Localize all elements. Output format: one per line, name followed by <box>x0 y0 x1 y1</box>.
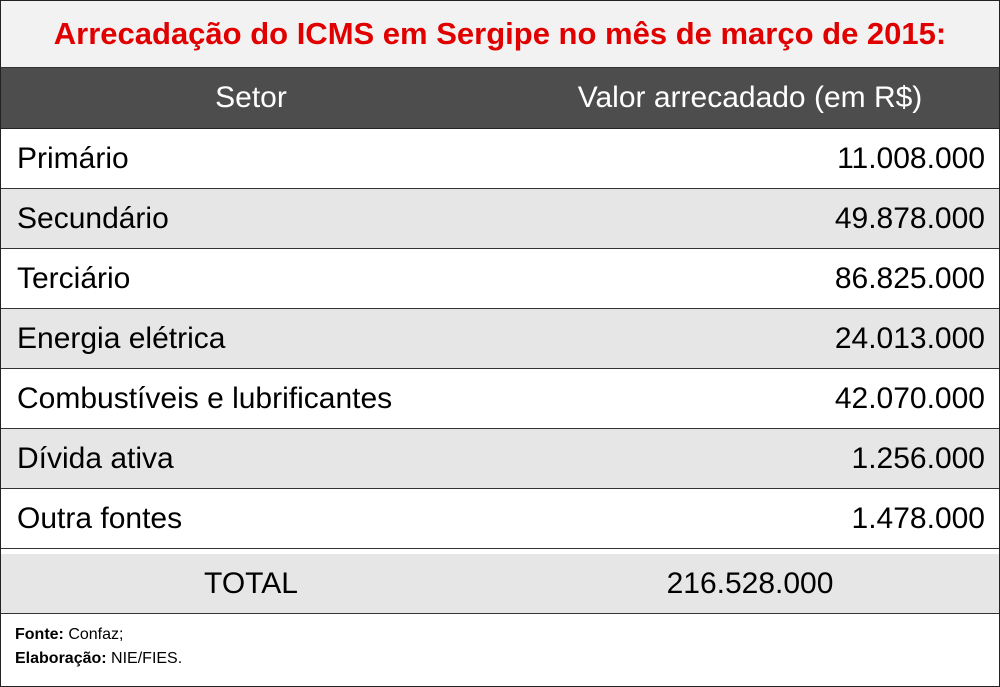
total-row: TOTAL 216.528.000 <box>1 554 999 614</box>
header-valor: Valor arrecadado (em R$) <box>577 81 923 114</box>
row-setor: Outra fontes <box>17 502 183 535</box>
elaboracao-value: NIE/FIES. <box>111 650 183 667</box>
total-valor: 216.528.000 <box>666 567 834 600</box>
table-row: Outra fontes 1.478.000 <box>1 489 999 549</box>
table-row: Combustíveis e lubrificantes 42.070.000 <box>1 369 999 429</box>
row-valor: 1.256.000 <box>851 442 985 475</box>
table-header: Setor Valor arrecadado (em R$) <box>1 68 999 129</box>
row-valor: 1.478.000 <box>851 502 985 535</box>
table-row: Primário 11.008.000 <box>1 129 999 189</box>
row-setor: Secundário <box>17 202 169 235</box>
row-valor: 49.878.000 <box>834 202 985 235</box>
row-valor: 42.070.000 <box>834 382 985 415</box>
row-valor: 86.825.000 <box>834 262 985 295</box>
table-row: Energia elétrica 24.013.000 <box>1 309 999 369</box>
fonte-line: Fonte: Confaz; <box>15 623 182 647</box>
fonte-value: Confaz; <box>68 626 124 643</box>
table-row: Secundário 49.878.000 <box>1 189 999 249</box>
elaboracao-label: Elaboração: <box>15 650 107 667</box>
fonte-label: Fonte: <box>15 626 64 643</box>
row-setor: Terciário <box>17 262 131 295</box>
source-note: Fonte: Confaz; Elaboração: NIE/FIES. <box>15 623 182 671</box>
row-setor: Primário <box>17 142 129 175</box>
header-setor: Setor <box>215 81 287 114</box>
row-setor: Dívida ativa <box>17 442 174 475</box>
elaboracao-line: Elaboração: NIE/FIES. <box>15 647 182 671</box>
total-label: TOTAL <box>204 567 298 600</box>
row-setor: Energia elétrica <box>17 322 226 355</box>
title-bar: Arrecadação do ICMS em Sergipe no mês de… <box>1 1 999 68</box>
row-valor: 24.013.000 <box>834 322 985 355</box>
table-title: Arrecadação do ICMS em Sergipe no mês de… <box>53 16 947 51</box>
table-body: Primário 11.008.000 Secundário 49.878.00… <box>1 129 999 549</box>
row-setor: Combustíveis e lubrificantes <box>17 382 393 415</box>
table-row: Dívida ativa 1.256.000 <box>1 429 999 489</box>
table-row: Terciário 86.825.000 <box>1 249 999 309</box>
row-valor: 11.008.000 <box>837 142 985 175</box>
